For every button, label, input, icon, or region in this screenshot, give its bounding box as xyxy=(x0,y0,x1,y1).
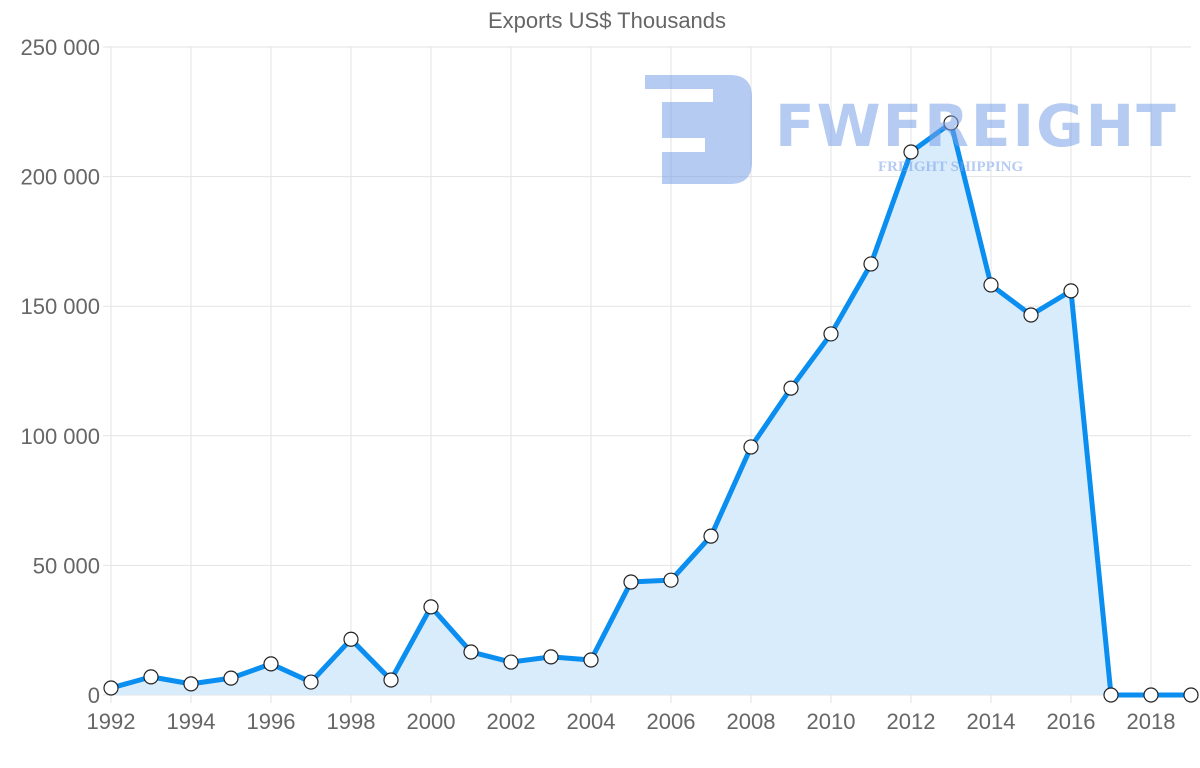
x-tick-label: 1992 xyxy=(87,709,136,734)
data-point[interactable] xyxy=(263,656,279,672)
data-point[interactable] xyxy=(623,574,639,590)
y-tick-label: 100 000 xyxy=(20,424,100,449)
data-point[interactable] xyxy=(1103,687,1119,703)
x-tick-label: 1994 xyxy=(167,709,216,734)
data-point[interactable] xyxy=(583,652,599,668)
data-point[interactable] xyxy=(423,599,439,615)
data-point[interactable] xyxy=(543,649,559,665)
y-tick-label: 0 xyxy=(88,683,100,708)
data-point[interactable] xyxy=(943,115,959,131)
data-point[interactable] xyxy=(503,654,519,670)
x-tick-label: 2018 xyxy=(1127,709,1176,734)
data-point[interactable] xyxy=(983,277,999,293)
data-point[interactable] xyxy=(183,676,199,692)
data-point[interactable] xyxy=(103,680,119,696)
x-tick-label: 2006 xyxy=(647,709,696,734)
y-tick-label: 50 000 xyxy=(33,553,100,578)
y-tick-label: 200 000 xyxy=(20,165,100,190)
data-point[interactable] xyxy=(823,326,839,342)
data-point[interactable] xyxy=(1063,283,1079,299)
data-point[interactable] xyxy=(703,528,719,544)
x-tick-label: 2002 xyxy=(487,709,536,734)
x-tick-label: 1998 xyxy=(327,709,376,734)
data-point[interactable] xyxy=(143,669,159,685)
data-point[interactable] xyxy=(463,644,479,660)
data-point[interactable] xyxy=(903,144,919,160)
x-axis-ticks: 1992 1994 1996 1998 2000 2002 2004 2006 2008 2010… xyxy=(87,709,1176,734)
x-tick-label: 2010 xyxy=(807,709,856,734)
x-tick-label: 2008 xyxy=(727,709,776,734)
area-fill xyxy=(111,122,1191,695)
data-point[interactable] xyxy=(863,256,879,272)
x-tick-label: 2016 xyxy=(1047,709,1096,734)
y-axis-ticks: 0 50 000 100 000 150 000 200 000 250 000 xyxy=(20,35,100,708)
data-line xyxy=(110,120,1191,698)
chart-title: Exports US$ Thousands xyxy=(487,8,727,33)
x-tick-label: 2000 xyxy=(407,709,456,734)
x-tick-label: 2014 xyxy=(967,709,1016,734)
data-point[interactable] xyxy=(383,672,399,688)
data-point[interactable] xyxy=(1023,307,1039,323)
data-point[interactable] xyxy=(223,670,239,686)
data-point[interactable] xyxy=(783,380,799,396)
data-point[interactable] xyxy=(1183,687,1199,703)
x-tick-label: 2012 xyxy=(887,709,936,734)
data-points xyxy=(103,115,1199,703)
y-tick-label: 150 000 xyxy=(20,294,100,319)
data-point[interactable] xyxy=(303,674,319,690)
data-point[interactable] xyxy=(743,439,759,455)
data-point[interactable] xyxy=(663,572,679,588)
data-point[interactable] xyxy=(1143,687,1159,703)
y-tick-label: 250 000 xyxy=(20,35,100,60)
x-tick-label: 2004 xyxy=(567,709,616,734)
x-tick-label: 1996 xyxy=(247,709,296,734)
data-point[interactable] xyxy=(343,631,359,647)
